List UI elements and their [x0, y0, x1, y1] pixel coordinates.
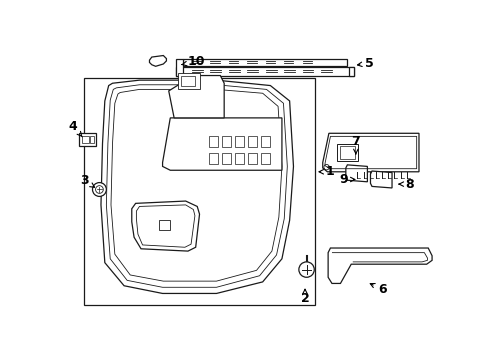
Text: 7: 7: [351, 135, 360, 154]
Bar: [79, 133, 97, 145]
Bar: [222, 136, 231, 147]
Polygon shape: [346, 165, 368, 182]
Polygon shape: [132, 201, 199, 251]
Circle shape: [299, 262, 314, 277]
Bar: [222, 153, 231, 164]
Circle shape: [93, 183, 106, 197]
Bar: [82, 136, 89, 143]
Polygon shape: [101, 80, 294, 293]
Bar: [337, 144, 358, 161]
Polygon shape: [323, 133, 419, 172]
Bar: [176, 59, 183, 76]
Polygon shape: [183, 59, 347, 66]
Text: 9: 9: [339, 173, 355, 186]
Text: 3: 3: [80, 174, 95, 187]
Bar: [235, 153, 244, 164]
Bar: [90, 136, 94, 143]
Bar: [159, 220, 170, 230]
Bar: [178, 73, 199, 89]
Text: 5: 5: [358, 57, 374, 70]
Text: 4: 4: [69, 120, 82, 137]
Polygon shape: [163, 118, 282, 170]
Bar: [248, 153, 257, 164]
Bar: [235, 136, 244, 147]
Text: 1: 1: [319, 165, 335, 178]
Polygon shape: [176, 67, 354, 76]
Text: 10: 10: [182, 55, 205, 68]
Bar: [340, 147, 355, 159]
Bar: [349, 67, 354, 76]
Bar: [209, 153, 218, 164]
Polygon shape: [169, 76, 224, 118]
Bar: [261, 153, 270, 164]
Bar: [261, 136, 270, 147]
Bar: [248, 136, 257, 147]
Text: 6: 6: [370, 283, 387, 296]
Text: 8: 8: [399, 177, 414, 190]
Text: 2: 2: [301, 289, 309, 305]
Polygon shape: [328, 248, 432, 283]
Bar: [84, 78, 315, 305]
Polygon shape: [149, 55, 167, 66]
Polygon shape: [370, 171, 392, 188]
Bar: [209, 136, 218, 147]
Bar: [181, 76, 195, 86]
